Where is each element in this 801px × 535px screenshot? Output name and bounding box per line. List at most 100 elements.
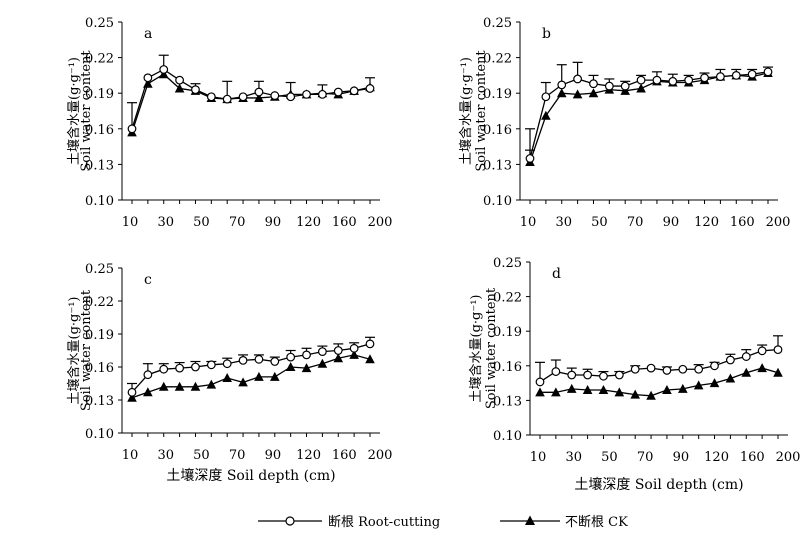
x-tick-label: 120 bbox=[704, 450, 729, 465]
data-point-open-circle bbox=[716, 72, 725, 81]
data-point-filled-triangle bbox=[254, 371, 264, 381]
data-point-open-circle bbox=[678, 364, 688, 374]
x-tick-label: 10 bbox=[520, 215, 537, 230]
data-point-open-circle bbox=[254, 87, 264, 97]
data-point-filled-triangle bbox=[646, 390, 656, 400]
x-tick-label: 50 bbox=[193, 448, 210, 463]
x-axis-label: 土壤深度 Soil depth (cm) bbox=[166, 467, 335, 484]
data-point-open-circle bbox=[175, 363, 185, 373]
data-point-filled-triangle bbox=[270, 371, 280, 381]
x-tick-label: 50 bbox=[193, 215, 210, 230]
x-tick-label: 30 bbox=[157, 215, 174, 230]
x-tick-label: 90 bbox=[265, 215, 282, 230]
data-point-open-circle bbox=[318, 347, 327, 357]
panel-letter: d bbox=[552, 266, 561, 282]
data-point-open-circle bbox=[630, 364, 640, 374]
y-tick-label: 0.10 bbox=[483, 194, 512, 209]
data-point-open-circle bbox=[636, 75, 646, 85]
data-point-open-circle bbox=[567, 370, 577, 380]
data-point-filled-triangle bbox=[238, 377, 248, 387]
data-point-open-circle bbox=[302, 89, 311, 99]
data-point-open-circle bbox=[238, 92, 248, 102]
panel-letter: c bbox=[144, 272, 152, 288]
data-point-filled-triangle bbox=[365, 354, 375, 364]
x-tick-label: 30 bbox=[555, 215, 572, 230]
x-tick-label: 160 bbox=[740, 450, 765, 465]
chart-panel-c: 0.10 0.13 0.16 0.19 0.22 0.25 10 30 50 70 90 120 160… bbox=[66, 262, 392, 484]
x-tick-label: 30 bbox=[565, 450, 582, 465]
y-tick-label: 0.19 bbox=[493, 325, 522, 340]
data-point-filled-triangle bbox=[301, 363, 312, 373]
x-tick-label: 90 bbox=[265, 448, 282, 463]
data-point-open-circle bbox=[365, 339, 375, 349]
y-axis-label-cn: 土壤含水量(g·g⁻¹) bbox=[468, 295, 484, 403]
y-tick-label: 0.22 bbox=[85, 295, 114, 310]
x-tick-label: 70 bbox=[637, 450, 654, 465]
series-ck bbox=[535, 363, 783, 400]
data-point-filled-triangle bbox=[285, 362, 296, 371]
series-line bbox=[131, 354, 371, 399]
y-axis-label-en: Soil water content bbox=[484, 287, 499, 409]
data-point-open-circle bbox=[694, 364, 704, 374]
y-tick-label: 0.22 bbox=[85, 52, 114, 67]
data-point-open-circle bbox=[684, 75, 694, 85]
y-tick-label: 0.16 bbox=[493, 360, 522, 375]
data-point-open-circle bbox=[143, 370, 153, 380]
data-point-filled-triangle bbox=[333, 353, 344, 363]
legend-label-root-cutting: 断根 Root-cutting bbox=[328, 515, 440, 530]
x-tick-label: 200 bbox=[368, 215, 393, 230]
y-axis-label-en: Soil water content bbox=[474, 50, 489, 172]
x-tick-label: 120 bbox=[694, 215, 719, 230]
data-point-filled-triangle bbox=[773, 367, 783, 377]
data-point-filled-triangle bbox=[678, 383, 688, 393]
data-point-filled-triangle bbox=[254, 92, 264, 102]
data-point-open-circle bbox=[254, 354, 264, 364]
y-tick-label: 0.25 bbox=[85, 16, 114, 31]
data-point-filled-triangle bbox=[741, 367, 752, 377]
data-point-open-circle bbox=[286, 92, 296, 102]
data-point-filled-triangle bbox=[598, 385, 609, 395]
y-tick-label: 0.13 bbox=[85, 158, 114, 173]
data-point-open-circle bbox=[551, 367, 561, 376]
data-point-filled-triangle bbox=[556, 88, 567, 98]
data-point-open-circle bbox=[589, 79, 598, 89]
chart-panel-d: 0.10 0.13 0.16 0.19 0.22 0.25 10 30 50 70 90 120 160… bbox=[468, 256, 800, 493]
data-point-open-circle bbox=[614, 370, 624, 380]
data-point-open-circle bbox=[668, 76, 678, 86]
data-point-open-circle bbox=[365, 84, 375, 93]
data-point-filled-triangle bbox=[541, 110, 551, 120]
series-root-cutting bbox=[525, 61, 773, 163]
y-tick-label: 0.19 bbox=[85, 87, 114, 102]
data-point-open-circle bbox=[747, 69, 757, 79]
y-axis-label-cn: 土壤含水量(g·g⁻¹) bbox=[458, 57, 474, 165]
data-point-filled-triangle bbox=[662, 385, 672, 395]
data-point-filled-triangle bbox=[349, 349, 359, 359]
y-tick-label: 0.25 bbox=[85, 262, 114, 277]
y-tick-label: 0.10 bbox=[85, 194, 114, 209]
x-tick-label: 70 bbox=[627, 215, 644, 230]
data-point-filled-triangle bbox=[535, 387, 545, 397]
data-point-filled-triangle bbox=[636, 83, 646, 93]
data-point-open-circle bbox=[159, 364, 169, 374]
data-point-filled-triangle bbox=[582, 385, 593, 395]
data-point-filled-triangle bbox=[127, 392, 137, 402]
y-tick-label: 0.16 bbox=[85, 123, 114, 138]
data-point-open-circle bbox=[191, 85, 200, 95]
data-point-filled-triangle bbox=[693, 380, 704, 390]
data-point-filled-triangle bbox=[317, 358, 328, 368]
x-tick-label: 200 bbox=[368, 448, 393, 463]
legend-entry-ck: 不断根 CK bbox=[500, 515, 628, 530]
x-tick-label: 10 bbox=[122, 215, 139, 230]
data-point-filled-triangle bbox=[572, 89, 583, 99]
data-point-filled-triangle bbox=[190, 381, 201, 391]
data-point-open-circle bbox=[652, 75, 662, 85]
data-point-open-circle bbox=[646, 363, 656, 373]
series-line bbox=[529, 71, 769, 159]
x-tick-label: 120 bbox=[296, 448, 321, 463]
data-point-filled-triangle bbox=[725, 373, 736, 383]
data-point-filled-triangle bbox=[709, 378, 720, 388]
data-point-open-circle bbox=[620, 81, 630, 91]
x-tick-label: 90 bbox=[673, 450, 690, 465]
panel-letter: a bbox=[144, 26, 152, 42]
x-tick-label: 200 bbox=[766, 215, 791, 230]
